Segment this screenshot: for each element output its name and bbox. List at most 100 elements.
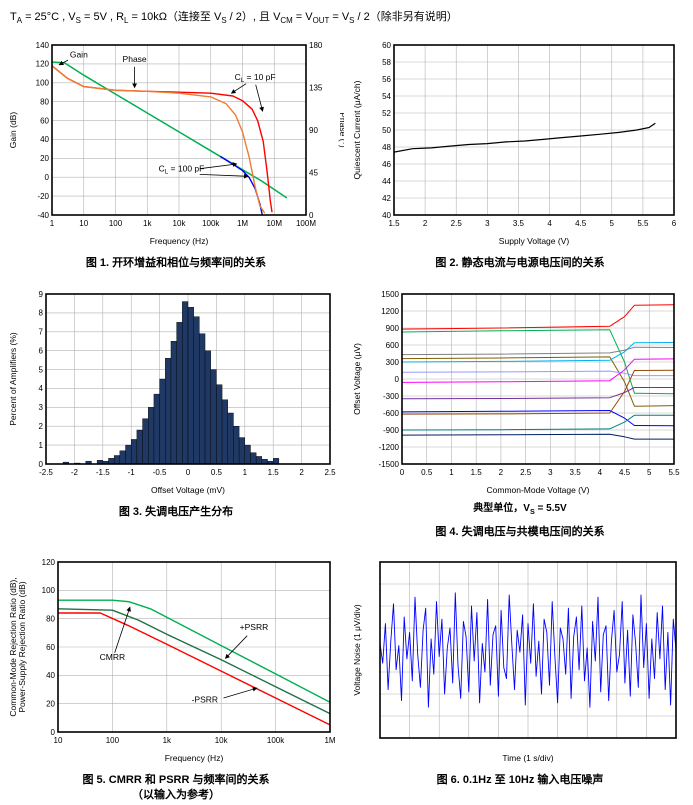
x-tick-label: -1.5 — [96, 468, 110, 477]
x-tick-label: 100M — [296, 219, 316, 228]
x-tick-label: 2.5 — [520, 468, 532, 477]
figure-2: 1.5 2 2.5 3 3.5 4 4.5 5 5.5 6 40 42 44 46 48 50 52 54 56 58… — [352, 35, 688, 271]
series-unit-2 — [401, 328, 675, 394]
series-quiescent-current — [393, 122, 656, 153]
y-tick-label: 0 — [45, 173, 50, 182]
histogram-bar — [130, 438, 138, 464]
y-tick-label: -900 — [383, 425, 400, 434]
y-tick-label: 120 — [42, 558, 56, 567]
figure-1-caption: 图 1. 开环增益和相位与频率间的关系 — [85, 257, 267, 270]
x-tick-label: 0 — [400, 468, 405, 477]
x-tick-label: -2 — [71, 468, 79, 477]
plot-border — [57, 561, 331, 733]
histogram-bar — [187, 306, 194, 464]
grid-lines — [52, 45, 306, 216]
figure-5: 10 100 1k 10k 100k 1M 0 20 40 60 80 100 120 Frequency… — [8, 551, 344, 804]
histogram-bar — [159, 378, 166, 464]
x-tick-label: 1.5 — [388, 219, 400, 228]
y-tick-label: -1500 — [379, 459, 400, 468]
y-tick-label: 0 — [395, 374, 400, 383]
open-loop-gain-phase-chart: 1 10 100 1k 10k 100k 1M 10M 100M -40 -20 0 20 40 60 80 1… — [8, 35, 344, 248]
histogram-bar — [108, 457, 115, 464]
cmrr-psrr-chart: 10 100 1k 10k 100k 1M 0 20 40 60 80 100 120 Frequency… — [8, 551, 344, 764]
plot-border — [45, 292, 331, 465]
histogram-bar — [255, 455, 263, 464]
x-tick-label: 1 — [243, 468, 248, 477]
y-tick-label: -20 — [37, 192, 49, 201]
annotation-label: CMRR — [100, 652, 126, 662]
y-tick-label: 40 — [46, 671, 55, 680]
x-tick-label: 3 — [485, 219, 490, 228]
histogram-bar — [233, 425, 240, 464]
y-tick-label: 80 — [46, 614, 55, 623]
x-tick-label: 5.5 — [668, 468, 680, 477]
x-axis-label: Supply Voltage (V) — [499, 236, 570, 246]
annotation-arrow — [255, 84, 264, 113]
y-tick-label: 54 — [382, 92, 391, 101]
series-gain — [51, 61, 288, 199]
x-tick-label: 10k — [215, 736, 229, 745]
x-tick-label: 5 — [647, 468, 652, 477]
histogram-bar — [165, 357, 172, 464]
x-tick-label: 1.5 — [268, 468, 280, 477]
y-tick-label: 1200 — [381, 306, 399, 315]
y-tick-label: 20 — [46, 699, 55, 708]
y2-tick-label: 135 — [309, 83, 323, 92]
annotation-arrow — [230, 83, 247, 94]
histogram-bar — [210, 368, 217, 464]
y-tick-label: 60 — [46, 643, 55, 652]
y-axis-label: Percent of Amplifiers (%) — [8, 332, 18, 426]
figure-4: 0 0.5 1 1.5 2 2.5 3 3.5 4 4.5 5 5.5 -1500 -1200 -900 -6… — [352, 283, 688, 540]
annotation-arrow — [58, 59, 69, 66]
y-tick-label: 4 — [39, 384, 44, 393]
series-unit-5 — [401, 341, 675, 363]
histogram-bar — [216, 384, 223, 464]
figure-3-caption: 图 3. 失调电压产生分布 — [118, 505, 234, 518]
x-tick-label: 5.5 — [637, 219, 649, 228]
x-tick-label: -1 — [128, 468, 136, 477]
histogram-bar — [113, 454, 121, 464]
x-tick-label: 4.5 — [619, 468, 631, 477]
x-tick-label: 1.5 — [471, 468, 483, 477]
y-tick-label: 0 — [51, 728, 56, 737]
y2-axis-label: Phase (°) — [338, 112, 344, 148]
series-unit-8 — [401, 386, 674, 399]
y-tick-label: -300 — [383, 391, 400, 400]
figure-5-caption: 图 5. CMRR 和 PSRR 与频率间的关系 （以输入为参考） — [82, 773, 269, 804]
figure-1: 1 10 100 1k 10k 100k 1M 10M 100M -40 -20 0 20 40 60 80 1… — [8, 35, 344, 271]
x-tick-label: 0.5 — [421, 468, 433, 477]
series-phase-cl-100pF — [51, 65, 266, 214]
figure-6: Time (1 s/div) Voltage Noise (1 μV/div) 图… — [352, 551, 688, 804]
y-tick-label: -600 — [383, 408, 400, 417]
x-tick-label: 100k — [267, 736, 285, 745]
y-tick-label: 100 — [36, 79, 50, 88]
y-axis-label: Gain (dB) — [8, 112, 18, 149]
series-unit-4 — [401, 355, 675, 407]
annotation-arrow — [199, 173, 249, 179]
y2-tick-label: 180 — [309, 41, 323, 50]
y-tick-label: 40 — [40, 135, 49, 144]
y-axis-label: Offset Voltage (μV) — [352, 342, 362, 414]
x-tick-label: 5 — [610, 219, 615, 228]
figure-5-caption-line1: 图 5. CMRR 和 PSRR 与频率间的关系 — [82, 773, 270, 786]
series-unit-11 — [401, 414, 674, 431]
plot-border — [51, 44, 307, 216]
annotation-label: CL = 10 pF — [235, 72, 276, 84]
x-tick-label: 4 — [598, 468, 603, 477]
test-conditions: TA = 25°C , VS = 5V , RL = 10kΩ（连接至 VS /… — [10, 11, 458, 26]
y-tick-label: 52 — [382, 109, 391, 118]
x-tick-label: 2.5 — [451, 219, 463, 228]
histogram-bar — [119, 450, 126, 464]
annotation-label: -PSRR — [192, 694, 218, 704]
x-tick-label: -2.5 — [39, 468, 53, 477]
y-tick-label: 0 — [39, 459, 44, 468]
histogram-bar — [136, 429, 143, 464]
x-tick-label: 1 — [50, 219, 55, 228]
y-axis-label: Common-Mode Rejection Ratio (dB), — [8, 577, 18, 716]
plot-border — [379, 561, 677, 739]
histogram-bar — [221, 399, 228, 464]
y-tick-label: 46 — [382, 160, 391, 169]
y-tick-label: 300 — [386, 357, 400, 366]
histogram-bar — [153, 393, 160, 464]
series-unit-3 — [401, 346, 675, 355]
